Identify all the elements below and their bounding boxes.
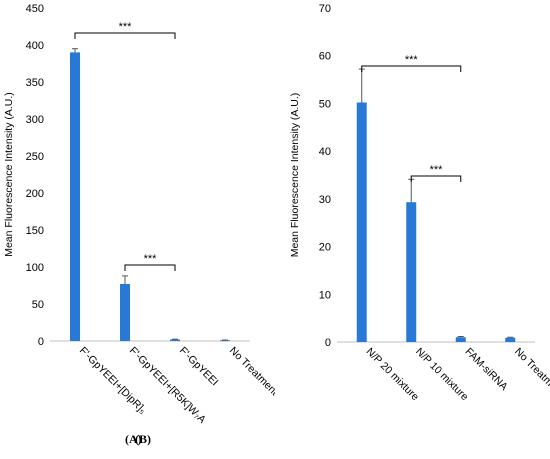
- chart-b-category-label: N/P 20 mixture: [364, 346, 422, 404]
- chart-a-ytick-label: 100: [26, 262, 44, 274]
- chart-panel-a: 0 50 100 150 200 250 300 350 400 450 Mean Fluoresc…: [0, 0, 280, 454]
- chart-panel-b: 0 10 20 30 40 50 60 70 Mean Fluorescence Intensi…: [280, 0, 550, 454]
- chart-b-significance-bracket: [361, 65, 462, 72]
- chart-b-y-axis-label: Mean Fluorescence Intensity (A.U.): [289, 93, 301, 258]
- chart-b-bar: [406, 202, 417, 342]
- chart-b-category-label: FAM-siRNA: [463, 346, 510, 393]
- chart-a-ytick-label: 250: [26, 151, 44, 163]
- chart-a-bar: [70, 52, 80, 342]
- chart-a-y-axis-label: Mean Fluorescence Intensity (A.U.): [3, 92, 15, 257]
- chart-a-ytick-label: 0: [38, 336, 44, 348]
- chart-a-significance-label: ***: [144, 253, 158, 265]
- chart-a-category-label: F'-GpYEEI: [177, 345, 221, 389]
- chart-b-bar: [455, 337, 466, 342]
- chart-b-ytick-label: 30: [319, 194, 331, 206]
- panel-label-b: (B): [135, 432, 151, 446]
- chart-a-ytick-label: 50: [32, 299, 44, 311]
- chart-b-ytick-label: 50: [319, 98, 331, 110]
- chart-a-category-label: No Treatment: [227, 345, 275, 399]
- chart-b-svg: 0 10 20 30 40 50 60 70 Mean Fluorescence Intensi…: [289, 3, 550, 404]
- chart-b-bar: [505, 337, 516, 342]
- chart-a-bar: [220, 340, 230, 342]
- chart-a-ytick-label: 450: [26, 3, 44, 15]
- chart-a-ytick-label: 350: [26, 77, 44, 89]
- chart-b-ytick-label: 70: [319, 3, 331, 15]
- chart-a-bar: [170, 339, 180, 341]
- chart-a-significance-bracket: [124, 264, 176, 271]
- chart-a-ytick-label: 200: [26, 188, 44, 200]
- chart-b-ytick-label: 20: [319, 242, 331, 254]
- chart-a-ytick-label: 150: [26, 225, 44, 237]
- chart-b-bar: [356, 102, 367, 342]
- chart-a-svg: 0 50 100 150 200 250 300 350 400 450 Mean Fluoresc…: [3, 3, 280, 426]
- chart-b-category-label: No Treatment: [512, 346, 550, 400]
- chart-b-ytick-label: 40: [319, 146, 331, 158]
- chart-a-significance-label: ***: [119, 21, 133, 33]
- chart-b-significance-bracket: [410, 175, 462, 182]
- chart-b-category-label: N/P 10 mixture: [413, 346, 471, 404]
- chart-b-ytick-label: 0: [325, 337, 331, 349]
- panel-label-a: (A): [125, 432, 142, 446]
- chart-a-significance-bracket: [74, 32, 176, 39]
- chart-b-significance-label: ***: [430, 164, 444, 176]
- chart-a-bar: [120, 284, 130, 341]
- chart-a-ytick-label: 300: [26, 114, 44, 126]
- chart-b-ytick-label: 10: [319, 289, 331, 301]
- chart-a-ytick-label: 400: [26, 40, 44, 52]
- chart-b-significance-label: ***: [405, 54, 419, 66]
- chart-b-ytick-label: 60: [319, 51, 331, 63]
